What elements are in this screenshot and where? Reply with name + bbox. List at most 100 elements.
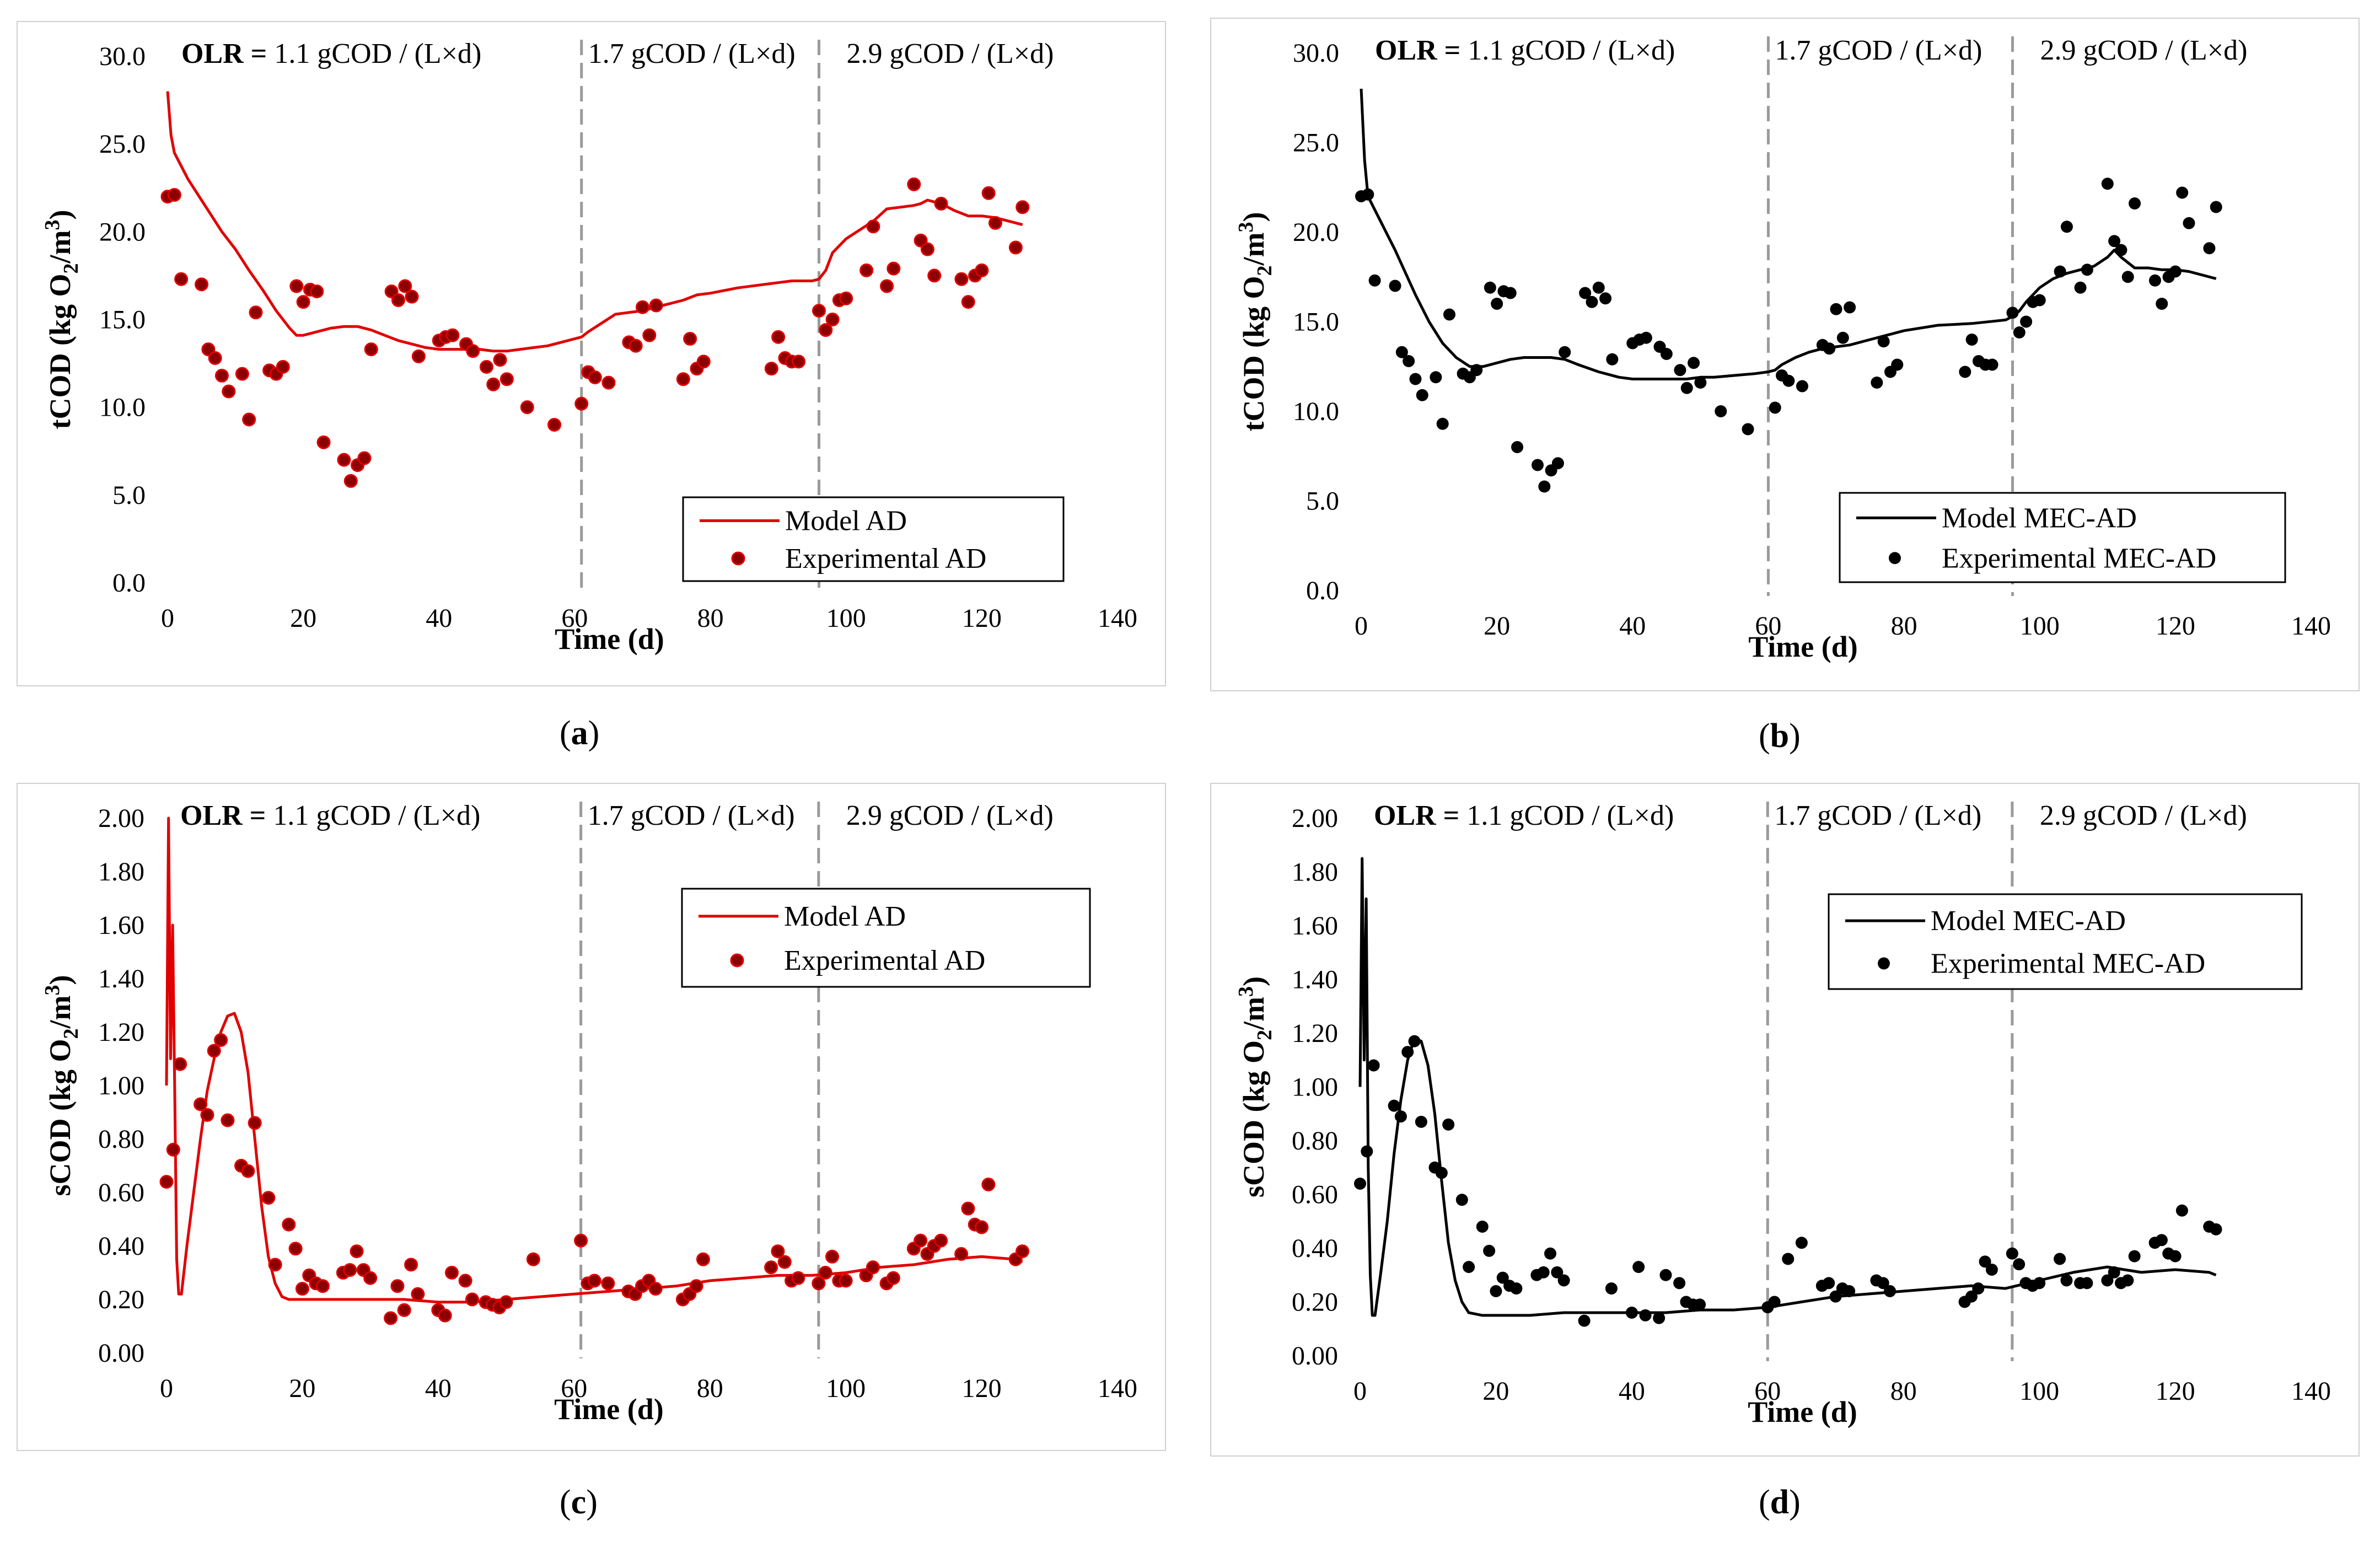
data-point bbox=[1680, 382, 1693, 394]
olr-prefix: OLR = bbox=[180, 800, 273, 831]
data-point bbox=[2169, 1250, 2182, 1262]
y-axis-title-end: ) bbox=[1237, 212, 1270, 222]
data-point bbox=[479, 359, 493, 374]
data-point bbox=[384, 1311, 398, 1325]
data-point bbox=[493, 353, 507, 367]
data-point bbox=[961, 1201, 975, 1216]
data-point bbox=[2020, 315, 2033, 328]
data-point bbox=[887, 261, 901, 276]
data-point bbox=[1877, 335, 1890, 348]
x-tick-label: 20 bbox=[290, 604, 316, 633]
data-point bbox=[288, 1242, 303, 1256]
data-point bbox=[2183, 217, 2195, 229]
data-point bbox=[350, 1244, 364, 1259]
olr-label-3: 2.9 gCOD / (L×d) bbox=[2040, 800, 2247, 831]
data-point bbox=[222, 384, 236, 399]
data-point bbox=[1653, 1312, 1666, 1324]
x-tick-label: 60 bbox=[1754, 1377, 1781, 1406]
legend-box bbox=[1839, 492, 2286, 583]
data-point bbox=[2081, 264, 2093, 276]
data-point bbox=[1559, 346, 1571, 358]
data-point bbox=[1362, 188, 1374, 201]
data-point bbox=[907, 177, 921, 191]
caption-d: (d) bbox=[1759, 1484, 1801, 1521]
data-point bbox=[1579, 287, 1592, 299]
y-tick-label: 1.40 bbox=[98, 964, 144, 993]
data-point bbox=[2115, 244, 2128, 256]
y-axis-title-main: tCOD (kg O bbox=[1237, 276, 1270, 431]
data-point bbox=[458, 1274, 472, 1288]
olr-label-3: 2.9 gCOD / (L×d) bbox=[846, 38, 1054, 69]
data-point bbox=[241, 1164, 255, 1178]
data-point bbox=[975, 1220, 989, 1234]
data-point bbox=[574, 1233, 588, 1248]
y-tick-label: 2.00 bbox=[1292, 804, 1338, 833]
chart-a: 0 20 40 60 80 100 120 140 0.0 5.0 10.0 15.0 20.0 25.0… bbox=[41, 38, 1137, 656]
data-point bbox=[1491, 298, 1503, 310]
olr-label-1: OLR = 1.1 gCOD / (L×d) bbox=[180, 800, 480, 831]
data-point bbox=[337, 453, 351, 467]
data-point bbox=[1551, 1266, 1564, 1278]
data-point bbox=[825, 1249, 839, 1264]
data-point bbox=[1796, 380, 1808, 393]
x-tick-label: 40 bbox=[1619, 611, 1646, 641]
x-tick-label: 20 bbox=[1484, 611, 1510, 641]
y-tick-label: 1.60 bbox=[98, 911, 144, 940]
data-point bbox=[2013, 326, 2026, 339]
data-point bbox=[812, 304, 826, 318]
y-axis-title-end: ) bbox=[1237, 976, 1270, 986]
data-point bbox=[1537, 1266, 1550, 1278]
data-point bbox=[1959, 366, 1971, 378]
y-axis-title-main: sCOD (kg O bbox=[1237, 1040, 1270, 1197]
y-tick-label: 0.00 bbox=[1292, 1341, 1338, 1371]
data-point bbox=[1632, 1261, 1645, 1274]
y-tick-label: 1.20 bbox=[1292, 1019, 1338, 1048]
y-tick-label: 0.00 bbox=[98, 1339, 144, 1368]
y-tick-label: 20.0 bbox=[99, 217, 146, 246]
data-point bbox=[927, 268, 942, 283]
x-tick-label: 40 bbox=[1619, 1377, 1645, 1406]
y-axis-title-main: sCOD (kg O bbox=[44, 1039, 77, 1196]
chart-b: 0 20 40 60 80 100 120 140 0.0 5.0 10.0 15.0 20.0 25.0… bbox=[1234, 35, 2331, 663]
y-tick-label: 30.0 bbox=[1293, 39, 1339, 68]
olr-value-1: 1.1 gCOD / (L×d) bbox=[1466, 800, 1674, 831]
legend-box bbox=[681, 888, 1091, 988]
x-tick-label: 80 bbox=[1890, 1377, 1917, 1406]
data-point bbox=[961, 295, 975, 309]
data-point bbox=[2033, 1277, 2046, 1290]
y-tick-label: 2.00 bbox=[98, 804, 144, 833]
data-point bbox=[1490, 1285, 1502, 1297]
x-tick-label: 100 bbox=[826, 604, 866, 633]
data-point bbox=[2033, 294, 2046, 307]
data-point bbox=[1986, 358, 1998, 371]
data-point bbox=[1871, 377, 1883, 389]
legend-box bbox=[682, 496, 1065, 582]
y-axis-title: sCOD (kg O2/m3) bbox=[1234, 976, 1276, 1197]
data-point bbox=[268, 1258, 282, 1272]
data-point bbox=[1470, 364, 1483, 377]
data-point bbox=[2176, 186, 2189, 199]
data-point bbox=[696, 354, 711, 369]
y-axis-title-sup: 3 bbox=[1234, 222, 1258, 232]
olr-label-3: 2.9 gCOD / (L×d) bbox=[2040, 35, 2247, 66]
panel-b-frame: 0 20 40 60 80 100 120 140 0.0 5.0 10.0 15.0 20.0 25.0… bbox=[1210, 18, 2360, 691]
data-point bbox=[1531, 459, 1544, 471]
data-point bbox=[411, 1287, 425, 1301]
caption-c: (c) bbox=[560, 1484, 598, 1521]
data-point bbox=[934, 1233, 948, 1248]
y-axis-title-main: tCOD (kg O bbox=[44, 273, 77, 429]
data-point bbox=[1795, 1237, 1808, 1249]
data-point bbox=[1389, 280, 1401, 292]
data-point bbox=[886, 1271, 900, 1285]
data-point bbox=[159, 1175, 174, 1189]
data-point bbox=[696, 1252, 710, 1266]
data-point bbox=[683, 332, 697, 346]
data-point bbox=[2148, 274, 2161, 287]
data-point bbox=[1625, 1307, 1638, 1319]
data-point bbox=[1354, 1178, 1366, 1190]
y-tick-label: 0.20 bbox=[1292, 1288, 1338, 1317]
data-point bbox=[771, 1244, 785, 1259]
y-tick-label: 1.40 bbox=[1292, 965, 1338, 995]
data-point bbox=[1659, 1269, 1672, 1281]
y-tick-label: 0.0 bbox=[112, 568, 146, 598]
